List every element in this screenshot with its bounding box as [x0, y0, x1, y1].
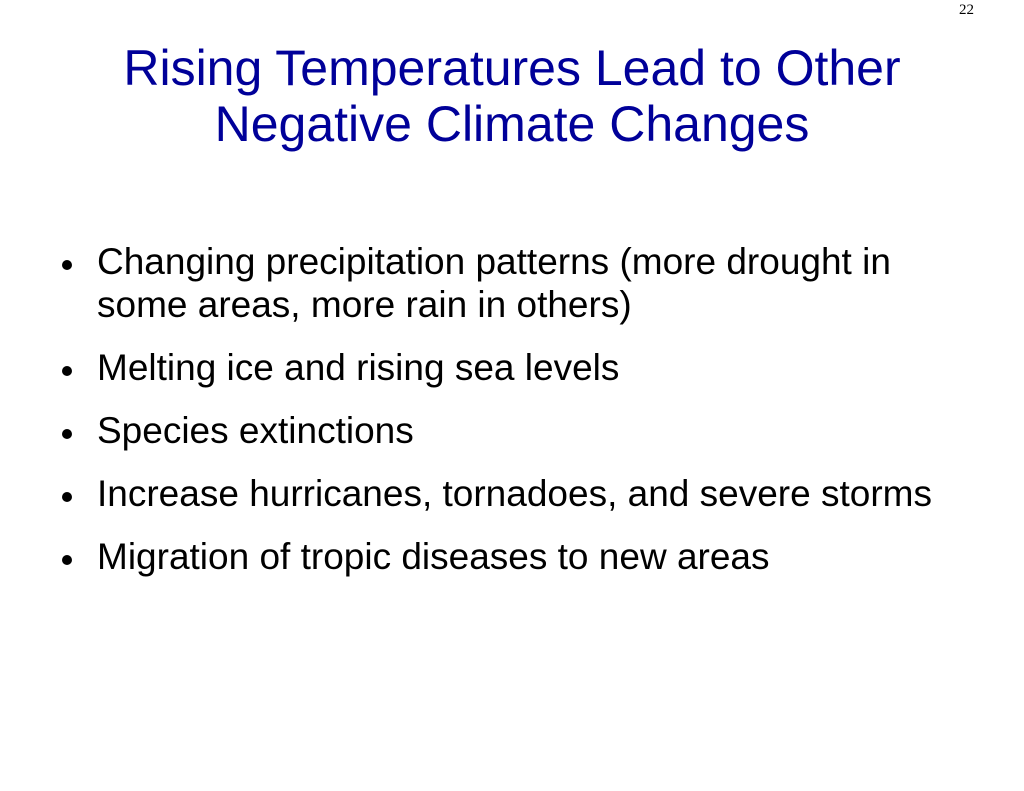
bullet-item-precipitation: Changing precipitation patterns (more dr… — [62, 240, 972, 326]
bullet-text: Changing precipitation patterns (more dr… — [97, 241, 891, 325]
bullet-text: Increase hurricanes, tornadoes, and seve… — [97, 473, 932, 514]
page-number: 22 — [959, 2, 974, 18]
bullet-list: Changing precipitation patterns (more dr… — [62, 240, 972, 598]
bullet-item-diseases: Migration of tropic diseases to new area… — [62, 535, 972, 578]
bullet-text: Species extinctions — [97, 410, 414, 451]
bullet-item-melting-ice: Melting ice and rising sea levels — [62, 346, 972, 389]
slide-title-line-1: Rising Temperatures Lead to Other — [123, 40, 901, 96]
bullet-dot-icon — [62, 366, 72, 376]
slide-title-line-2: Negative Climate Changes — [214, 96, 810, 152]
bullet-item-extinctions: Species extinctions — [62, 409, 972, 452]
bullet-text: Migration of tropic diseases to new area… — [97, 536, 770, 577]
slide-title: Rising Temperatures Lead to Other Negati… — [20, 40, 1004, 152]
bullet-dot-icon — [62, 492, 72, 502]
bullet-item-storms: Increase hurricanes, tornadoes, and seve… — [62, 472, 972, 515]
bullet-dot-icon — [62, 260, 72, 270]
bullet-text: Melting ice and rising sea levels — [97, 347, 620, 388]
bullet-dot-icon — [62, 429, 72, 439]
bullet-dot-icon — [62, 555, 72, 565]
